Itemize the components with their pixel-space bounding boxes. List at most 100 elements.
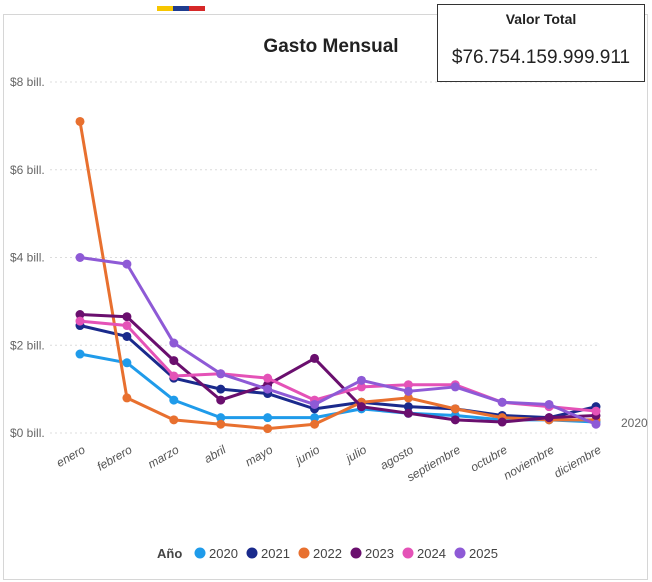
end-label: 2020 <box>621 416 648 430</box>
gridlines <box>50 81 600 434</box>
data-point[interactable] <box>169 371 179 381</box>
data-point[interactable] <box>263 373 273 383</box>
data-point[interactable] <box>216 413 226 423</box>
series-2025 <box>75 253 601 429</box>
legend-label: 2020 <box>209 546 238 561</box>
series-2021 <box>75 321 601 423</box>
series-line-2024 <box>79 319 597 413</box>
data-point[interactable] <box>169 415 179 425</box>
data-point[interactable] <box>356 382 366 392</box>
data-point[interactable] <box>497 417 507 427</box>
legend-marker <box>298 547 310 559</box>
legend-item-2022[interactable]: 2022 <box>298 546 342 561</box>
data-point[interactable] <box>169 338 179 348</box>
data-point[interactable] <box>544 399 554 409</box>
data-point[interactable] <box>544 413 554 423</box>
data-point[interactable] <box>403 393 413 403</box>
legend-marker <box>350 547 362 559</box>
data-point[interactable] <box>356 375 366 385</box>
legend-label: 2025 <box>469 546 498 561</box>
data-point[interactable] <box>450 415 460 425</box>
legend-label: 2022 <box>313 546 342 561</box>
data-point[interactable] <box>75 349 85 359</box>
data-point[interactable] <box>263 413 273 423</box>
total-value-card: Valor Total $76.754.159.999.911 <box>437 4 645 82</box>
data-point[interactable] <box>450 382 460 392</box>
y-tick-label: $2 bill. <box>10 338 45 352</box>
x-tick-label: junio <box>291 442 322 468</box>
legend-item-2025[interactable]: 2025 <box>454 546 498 561</box>
x-tick-label: septiembre <box>404 442 463 484</box>
legend[interactable]: Año 2020 2021 2022 2023 2024 2025 <box>157 546 498 561</box>
data-point[interactable] <box>75 310 85 320</box>
series-group <box>75 116 601 434</box>
legend-marker <box>402 547 414 559</box>
data-point[interactable] <box>591 406 601 416</box>
x-tick-label: marzo <box>145 442 181 471</box>
x-axis: enero febrero marzo abril mayo junio julio agos… <box>54 442 604 484</box>
flag-blue <box>173 6 189 11</box>
x-tick-label: julio <box>342 442 370 466</box>
data-point[interactable] <box>450 404 460 414</box>
data-point[interactable] <box>75 316 85 326</box>
data-point[interactable] <box>216 369 226 379</box>
legend-marker <box>194 547 206 559</box>
data-point[interactable] <box>216 395 226 405</box>
data-point[interactable] <box>403 402 413 412</box>
data-point[interactable] <box>403 386 413 396</box>
card-value: $76.754.159.999.911 <box>451 47 631 68</box>
data-point[interactable] <box>122 358 132 368</box>
flag-red <box>189 6 205 11</box>
x-tick-label: diciembre <box>551 442 603 480</box>
data-point[interactable] <box>216 419 226 429</box>
flag-stripe <box>157 6 205 11</box>
chart-frame <box>3 14 648 580</box>
series-line-2021 <box>79 324 597 420</box>
data-point[interactable] <box>263 424 273 434</box>
series-2023 <box>75 310 601 427</box>
legend-label: 2023 <box>365 546 394 561</box>
y-tick-label: $4 bill. <box>10 251 45 265</box>
data-point[interactable] <box>75 116 85 126</box>
x-tick-label: abril <box>202 442 229 466</box>
data-point[interactable] <box>356 402 366 412</box>
data-point[interactable] <box>169 356 179 366</box>
legend-label: 2024 <box>417 546 446 561</box>
data-point[interactable] <box>263 384 273 394</box>
y-tick-label: $8 bill. <box>10 75 45 89</box>
series-2024 <box>75 316 601 416</box>
legend-item-2021[interactable]: 2021 <box>246 546 290 561</box>
data-point[interactable] <box>169 395 179 405</box>
y-tick-label: $0 bill. <box>10 426 45 440</box>
data-point[interactable] <box>122 393 132 403</box>
y-axis: $0 bill. $2 bill. $4 bill. $6 bill. $8 bill. <box>10 75 45 440</box>
data-point[interactable] <box>122 312 132 322</box>
data-point[interactable] <box>310 353 320 363</box>
legend-item-2024[interactable]: 2024 <box>402 546 446 561</box>
series-line-2023 <box>79 313 597 424</box>
data-point[interactable] <box>403 408 413 418</box>
data-point[interactable] <box>216 384 226 394</box>
chart-title: Gasto Mensual <box>263 36 398 57</box>
data-point[interactable] <box>310 399 320 409</box>
x-tick-label: mayo <box>243 442 276 469</box>
legend-marker <box>246 547 258 559</box>
data-point[interactable] <box>497 397 507 407</box>
data-point[interactable] <box>310 413 320 423</box>
card-label: Valor Total <box>505 11 577 27</box>
data-point[interactable] <box>122 331 132 341</box>
data-point[interactable] <box>122 259 132 269</box>
x-tick-label: noviembre <box>501 442 557 482</box>
data-point[interactable] <box>75 253 85 262</box>
legend-title: Año <box>157 546 182 561</box>
legend-item-2023[interactable]: 2023 <box>350 546 394 561</box>
legend-item-2020[interactable]: 2020 <box>194 546 238 561</box>
data-point[interactable] <box>310 419 320 429</box>
series-line-2022 <box>78 121 596 431</box>
y-tick-label: $6 bill. <box>10 163 45 177</box>
data-point[interactable] <box>122 321 132 331</box>
x-tick-label: enero <box>54 442 88 470</box>
data-point[interactable] <box>403 380 413 390</box>
data-point[interactable] <box>591 419 601 429</box>
